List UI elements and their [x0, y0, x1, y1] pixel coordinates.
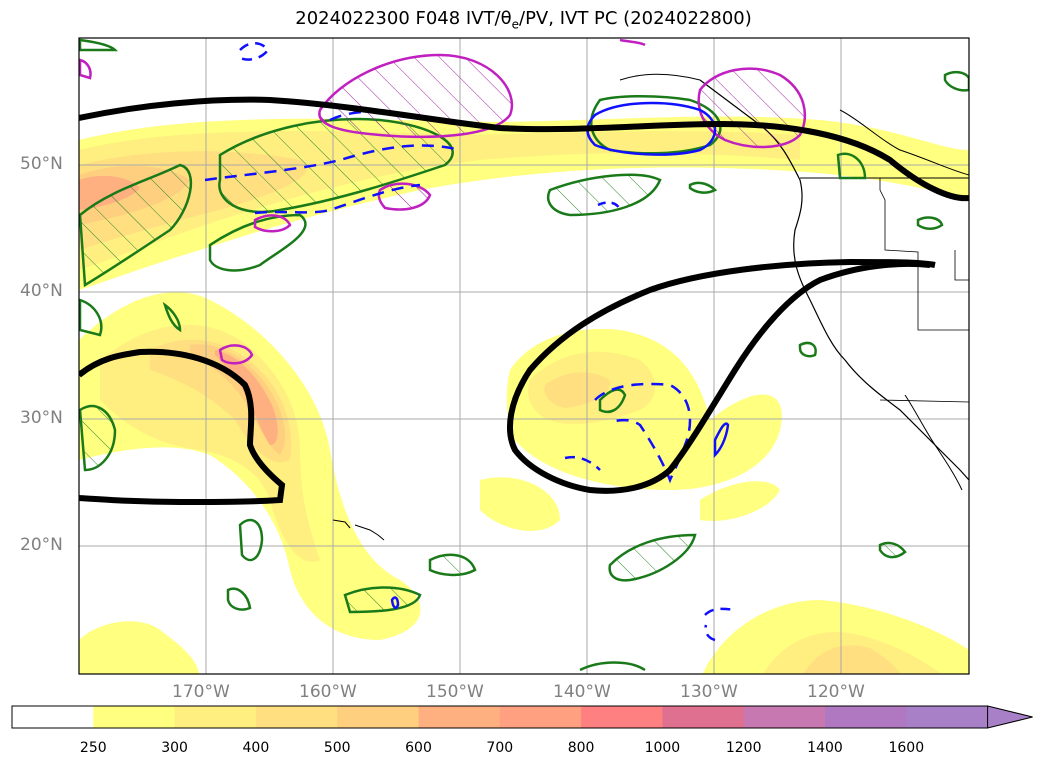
colorbar-tick-label: 250 [79, 740, 107, 756]
colorbar-tick-label: 700 [486, 740, 514, 756]
colorbar-tick-label: 1400 [807, 740, 843, 756]
colorbar-segment [499, 706, 582, 728]
map-title: 2024022300 F048 IVT/θe/PV, IVT PC (20240… [295, 8, 752, 32]
colorbar-tick-label: 300 [161, 740, 188, 756]
lat-label-50n: 50°N [20, 154, 63, 174]
ivt-pc-contours [79, 96, 969, 506]
colorbar-tick-label: 1600 [888, 740, 925, 756]
colorbar-segment [337, 706, 419, 728]
colorbar [11, 705, 1033, 729]
lon-label-120w: 120°W [807, 682, 865, 702]
theta-e-contours [79, 38, 969, 672]
lon-label-170w: 170°W [172, 682, 230, 702]
colorbar-tick-label: 400 [242, 740, 270, 756]
lon-label-150w: 150°W [426, 682, 484, 702]
colorbar-tick-label: 1000 [644, 740, 681, 756]
map-border [78, 37, 970, 675]
colorbar-segment [581, 706, 663, 728]
colorbar-segment [174, 706, 257, 728]
colorbar-tick-label: 600 [405, 740, 432, 756]
colorbar-extend-arrow [987, 705, 1033, 729]
colorbar-tick-label: 800 [567, 740, 595, 756]
colorbar-segment [255, 706, 338, 728]
lon-label-140w: 140°W [553, 682, 611, 702]
colorbar-segment [743, 706, 826, 728]
hawaii-islands [332, 519, 385, 541]
lon-label-130w: 130°W [680, 682, 738, 702]
colorbar-segment [93, 706, 176, 728]
lat-label-20n: 20°N [20, 535, 63, 555]
colorbar-tick-label: 500 [323, 740, 351, 756]
colorbar-tick-label: 1200 [725, 740, 762, 756]
ivt-shading [79, 116, 969, 674]
colorbar-segment [662, 706, 745, 728]
colorbar-segment [12, 706, 94, 728]
colorbar-segment [825, 706, 907, 728]
colorbar-border [11, 705, 988, 729]
lon-label-160w: 160°W [299, 682, 357, 702]
lat-label-30n: 30°N [20, 408, 63, 428]
colorbar-segment [906, 706, 989, 728]
lat-label-40n: 40°N [20, 281, 63, 301]
colorbar-segment [418, 706, 501, 728]
